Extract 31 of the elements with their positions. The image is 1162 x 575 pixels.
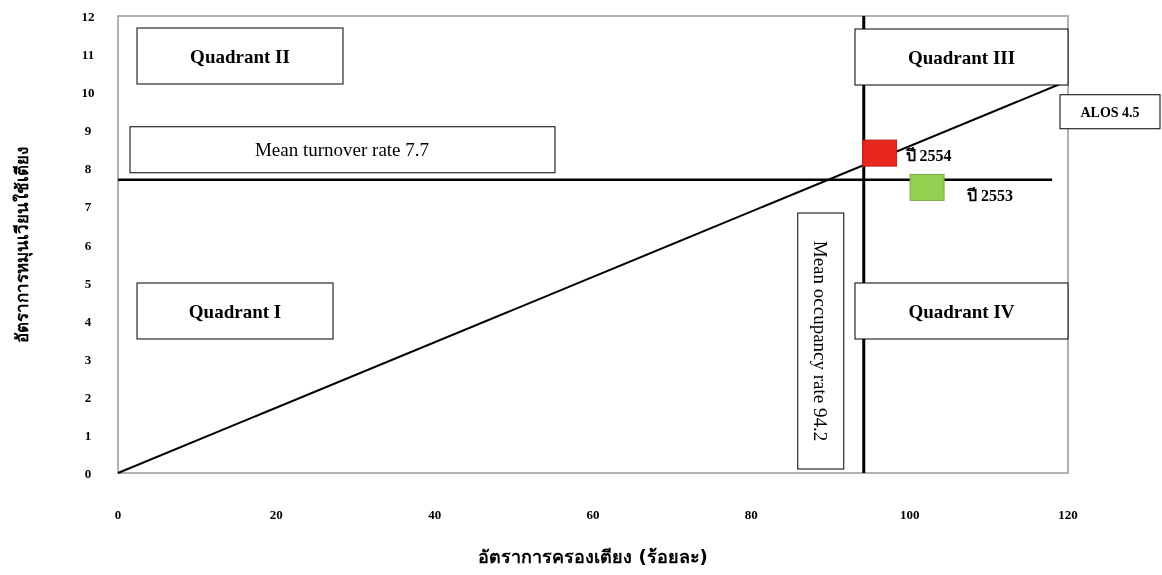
x-tick-label: 100 xyxy=(899,507,920,522)
y-tick-label: 3 xyxy=(84,351,92,367)
y-tick-label: 4 xyxy=(84,313,92,329)
x-tick-label: 20 xyxy=(269,507,283,522)
series-label: ปี 2553 xyxy=(966,186,1014,205)
x-axis-title: อัตราการครองเตียง (ร้อยละ) xyxy=(478,546,708,567)
ref-line-label: Mean occupancy rate 94.2 xyxy=(809,240,831,442)
annotation: Quadrant I xyxy=(188,301,282,322)
x-tick-label: 80 xyxy=(744,507,758,522)
y-tick-label: 9 xyxy=(84,123,92,139)
ref-line-label: Mean turnover rate 7.7 xyxy=(254,138,430,160)
series-label: ปี 2554 xyxy=(904,146,952,165)
y-tick-label: 12 xyxy=(81,9,95,24)
y-tick-label: 5 xyxy=(84,275,92,291)
y-tick-label: 2 xyxy=(84,389,92,405)
x-tick-label: 120 xyxy=(1058,507,1078,522)
y-tick-label: 11 xyxy=(81,47,95,63)
y-tick-label: 0 xyxy=(84,466,92,481)
annotation: ALOS 4.5 xyxy=(1080,104,1140,120)
y-tick-label: 1 xyxy=(84,427,92,443)
x-tick-label: 40 xyxy=(428,507,442,522)
y-tick-label: 8 xyxy=(84,161,92,177)
annotation: Quadrant IV xyxy=(908,301,1015,322)
y-tick-label: 10 xyxy=(81,85,95,101)
y-axis-title: อัตราการหมุนเวียนใช้เตียง xyxy=(12,146,33,343)
x-tick-label: 0 xyxy=(114,507,122,522)
annotation: Quadrant II xyxy=(190,46,290,67)
x-tick-label: 60 xyxy=(586,507,600,522)
y-tick-label: 7 xyxy=(84,199,92,215)
annotation: Quadrant III xyxy=(907,47,1016,68)
y-tick-label: 6 xyxy=(84,237,92,253)
